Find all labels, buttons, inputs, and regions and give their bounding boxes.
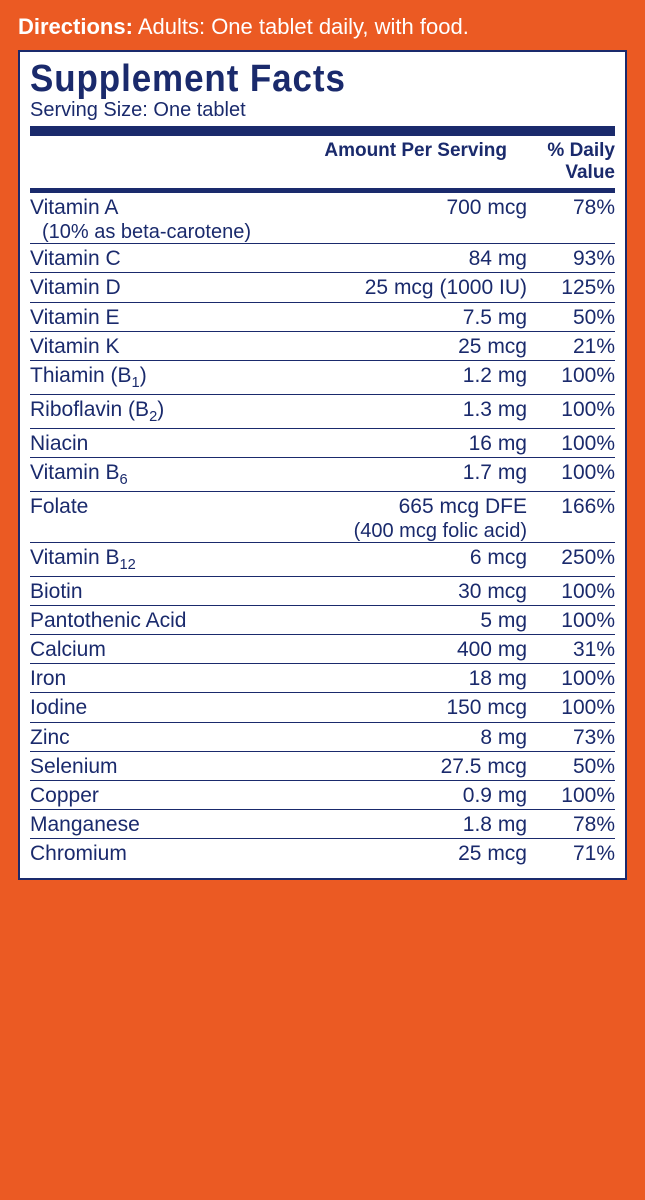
nutrient-dv: 78% — [535, 195, 615, 220]
nutrient-dv: 125% — [535, 275, 615, 300]
nutrient-name: Vitamin B12 — [30, 545, 315, 575]
nutrient-name: Folate — [30, 494, 315, 519]
nutrient-dv: 78% — [535, 812, 615, 837]
nutrient-amount: 400 mg — [315, 637, 535, 662]
nutrient-name: Niacin — [30, 431, 315, 456]
nutrient-subline: (10% as beta-carotene) — [30, 221, 615, 243]
nutrient-amount: 150 mcg — [315, 695, 535, 720]
panel-title: Supplement Facts — [30, 58, 568, 101]
nutrient-row: Selenium27.5 mcg50% — [30, 751, 615, 780]
nutrient-row: Chromium25 mcg71% — [30, 838, 615, 867]
nutrient-dv: 100% — [535, 608, 615, 633]
nutrient-row: Iodine150 mcg100% — [30, 692, 615, 721]
nutrient-name: Copper — [30, 783, 315, 808]
nutrient-dv: 31% — [535, 637, 615, 662]
nutrient-name: Iron — [30, 666, 315, 691]
nutrient-row: Thiamin (B1)1.2 mg100% — [30, 360, 615, 394]
nutrient-name: Vitamin K — [30, 334, 315, 359]
nutrient-name: Riboflavin (B2) — [30, 397, 315, 427]
nutrient-amount: 30 mcg — [315, 579, 535, 604]
nutrient-row: Pantothenic Acid5 mg100% — [30, 605, 615, 634]
nutrient-name: Biotin — [30, 579, 315, 604]
nutrient-dv: 100% — [535, 460, 615, 490]
nutrient-name: Chromium — [30, 841, 315, 866]
nutrient-amount: 700 mcg — [315, 195, 535, 220]
nutrient-amount: 1.2 mg — [315, 363, 535, 393]
nutrient-row: Copper0.9 mg100% — [30, 780, 615, 809]
nutrient-name: Zinc — [30, 725, 315, 750]
nutrient-name: Vitamin A — [30, 195, 315, 220]
nutrient-dv: 100% — [535, 666, 615, 691]
serving-size: Serving Size: One tablet — [30, 99, 615, 122]
nutrient-dv: 100% — [535, 579, 615, 604]
directions-line: Directions: Adults: One tablet daily, wi… — [18, 14, 627, 40]
nutrient-name: Vitamin E — [30, 305, 315, 330]
nutrient-row: Riboflavin (B2)1.3 mg100% — [30, 394, 615, 428]
nutrient-row: Calcium400 mg31% — [30, 634, 615, 663]
divider-thick — [30, 126, 615, 136]
nutrient-amount: 7.5 mg — [315, 305, 535, 330]
column-headers: Amount Per Serving % DailyValue — [30, 136, 615, 188]
nutrient-amount: 1.3 mg — [315, 397, 535, 427]
nutrient-dv: 50% — [535, 754, 615, 779]
nutrient-dv: 73% — [535, 725, 615, 750]
nutrient-row: Zinc8 mg73% — [30, 722, 615, 751]
nutrient-dv: 250% — [535, 545, 615, 575]
nutrient-name: Manganese — [30, 812, 315, 837]
nutrient-dv: 100% — [535, 783, 615, 808]
nutrient-amount: 25 mcg — [315, 841, 535, 866]
nutrient-amount: 84 mg — [315, 246, 535, 271]
nutrient-row: Vitamin D25 mcg (1000 IU)125% — [30, 272, 615, 301]
nutrient-row: Folate665 mcg DFE166% — [30, 491, 615, 520]
supplement-facts-panel: Supplement Facts Serving Size: One table… — [18, 50, 627, 880]
nutrient-dv: 93% — [535, 246, 615, 271]
nutrient-amount: 0.9 mg — [315, 783, 535, 808]
nutrient-row: Vitamin A700 mcg78% — [30, 192, 615, 221]
nutrient-name: Iodine — [30, 695, 315, 720]
nutrient-amount: 25 mcg — [315, 334, 535, 359]
header-dv: % DailyValue — [515, 140, 615, 184]
nutrient-dv: 100% — [535, 431, 615, 456]
nutrient-amount: 27.5 mcg — [315, 754, 535, 779]
nutrient-row: Niacin16 mg100% — [30, 428, 615, 457]
header-amount: Amount Per Serving — [315, 140, 515, 184]
nutrient-dv: 100% — [535, 397, 615, 427]
nutrient-amount: 5 mg — [315, 608, 535, 633]
nutrient-name: Thiamin (B1) — [30, 363, 315, 393]
nutrient-amount: 18 mg — [315, 666, 535, 691]
nutrient-row: Vitamin C84 mg93% — [30, 243, 615, 272]
nutrient-amount: 25 mcg (1000 IU) — [315, 275, 535, 300]
nutrient-row: Vitamin B61.7 mg100% — [30, 457, 615, 491]
nutrient-name: Selenium — [30, 754, 315, 779]
nutrient-dv: 21% — [535, 334, 615, 359]
nutrient-dv: 166% — [535, 494, 615, 519]
directions-text: Adults: One tablet daily, with food. — [133, 14, 469, 39]
nutrient-rows: Vitamin A700 mcg78%(10% as beta-carotene… — [30, 192, 615, 868]
nutrient-amount: 6 mcg — [315, 545, 535, 575]
nutrient-row: Vitamin K25 mcg21% — [30, 331, 615, 360]
nutrient-row: Vitamin E7.5 mg50% — [30, 302, 615, 331]
nutrient-row: Iron18 mg100% — [30, 663, 615, 692]
nutrient-name: Vitamin C — [30, 246, 315, 271]
nutrient-amount-subline: (400 mcg folic acid) — [30, 520, 615, 542]
nutrient-dv: 71% — [535, 841, 615, 866]
nutrient-amount: 665 mcg DFE — [315, 494, 535, 519]
directions-label: Directions: — [18, 14, 133, 39]
nutrient-amount: 16 mg — [315, 431, 535, 456]
nutrient-dv: 100% — [535, 695, 615, 720]
nutrient-name: Calcium — [30, 637, 315, 662]
nutrient-name: Vitamin D — [30, 275, 315, 300]
nutrient-amount: 1.7 mg — [315, 460, 535, 490]
nutrient-dv: 50% — [535, 305, 615, 330]
nutrient-name: Pantothenic Acid — [30, 608, 315, 633]
nutrient-row: Vitamin B126 mcg250% — [30, 542, 615, 576]
nutrient-amount: 1.8 mg — [315, 812, 535, 837]
nutrient-dv: 100% — [535, 363, 615, 393]
nutrient-name: Vitamin B6 — [30, 460, 315, 490]
nutrient-row: Biotin30 mcg100% — [30, 576, 615, 605]
nutrient-amount: 8 mg — [315, 725, 535, 750]
nutrient-row: Manganese1.8 mg78% — [30, 809, 615, 838]
